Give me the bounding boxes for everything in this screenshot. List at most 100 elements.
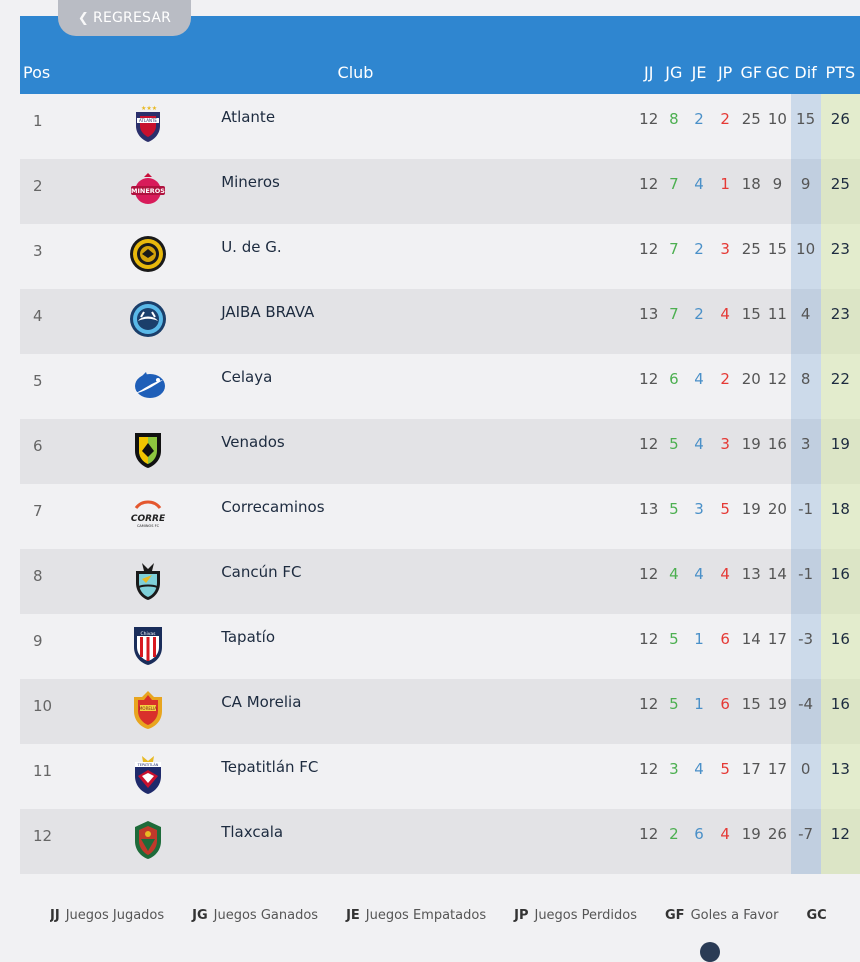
svg-text:CORRE: CORRE (131, 514, 166, 524)
stat-jj: 13 (639, 500, 659, 518)
club-name[interactable]: Venados (221, 433, 285, 451)
header-gf[interactable]: GF (740, 63, 763, 82)
stat-gf: 19 (741, 500, 761, 518)
stat-gc: 12 (767, 370, 787, 388)
club-name[interactable]: Celaya (221, 368, 273, 386)
stat-jp: 5 (720, 500, 730, 518)
legend-text: Juegos Jugados (65, 908, 165, 923)
legend-item: JG Juegos Ganados (192, 908, 318, 923)
stat-gf: 15 (741, 695, 761, 713)
stat-jp: 4 (720, 825, 730, 843)
legend-text: Juegos Ganados (213, 908, 319, 923)
table-row[interactable]: 3 U. de G. 12 7 2 3 25 15 10 23 (20, 224, 860, 289)
table-row[interactable]: 4 JAIBA BRAVA 13 7 2 4 15 11 4 23 (20, 289, 860, 354)
stat-pts: 16 (820, 679, 860, 744)
stat-gf: 25 (741, 240, 761, 258)
table-row[interactable]: 8 Cancún FC 12 4 4 4 13 14 -1 16 (20, 549, 860, 614)
row-position: 3 (33, 242, 43, 260)
table-row[interactable]: 6 Venados 12 5 4 3 19 16 3 19 (20, 419, 860, 484)
stat-jg: 5 (669, 695, 679, 713)
stat-pts: 18 (820, 484, 860, 549)
back-button[interactable]: ❮ REGRESAR (58, 0, 191, 36)
stat-je: 1 (694, 695, 704, 713)
stat-jg: 5 (669, 500, 679, 518)
header-jg[interactable]: JG (665, 63, 683, 82)
row-position: 8 (33, 567, 43, 585)
venados-crest-icon (130, 429, 166, 473)
row-position: 7 (33, 502, 43, 520)
stat-dif: 15 (790, 94, 821, 159)
stat-je: 4 (694, 565, 704, 583)
stat-je: 1 (694, 630, 704, 648)
stat-gc: 17 (767, 630, 787, 648)
stat-jp: 4 (720, 565, 730, 583)
stat-gc: 14 (767, 565, 787, 583)
stat-pts: 19 (820, 419, 860, 484)
legend-item: GC (806, 908, 832, 923)
club-name[interactable]: Tepatitlán FC (221, 758, 319, 776)
stat-pts: 26 (820, 94, 860, 159)
stat-jp: 2 (720, 370, 730, 388)
stat-dif: -1 (790, 549, 821, 614)
club-name[interactable]: Mineros (221, 173, 280, 191)
table-row[interactable]: 12 Tlaxcala 12 2 6 4 19 26 -7 12 (20, 809, 860, 874)
morelia-crest-icon: MORELIA (128, 689, 168, 735)
header-jp[interactable]: JP (717, 63, 733, 82)
table-row[interactable]: 10 MORELIA CA Morelia 12 5 1 6 15 19 -4 16 (20, 679, 860, 744)
club-name[interactable]: Tapatío (221, 628, 275, 646)
stat-jj: 12 (639, 760, 659, 778)
header-club[interactable]: Club (337, 63, 374, 82)
header-pts[interactable]: PTS (825, 63, 856, 82)
header-dif[interactable]: Dif (794, 63, 817, 82)
stat-dif: -1 (790, 484, 821, 549)
row-position: 12 (33, 827, 53, 845)
stat-pts: 16 (820, 549, 860, 614)
stat-jj: 12 (639, 110, 659, 128)
stat-gc: 9 (772, 175, 783, 193)
stat-jg: 7 (669, 305, 679, 323)
legend-item: JP Juegos Perdidos (514, 908, 637, 923)
club-name[interactable]: JAIBA BRAVA (221, 303, 315, 321)
legend-text: Goles a Favor (690, 908, 779, 923)
header-jj[interactable]: JJ (644, 63, 654, 82)
stat-gf: 25 (741, 110, 761, 128)
club-name[interactable]: CA Morelia (221, 693, 302, 711)
stat-je: 4 (694, 760, 704, 778)
stat-je: 2 (694, 110, 704, 128)
stat-jg: 3 (669, 760, 679, 778)
club-logo-cell (75, 224, 221, 289)
club-name[interactable]: Atlante (221, 108, 276, 126)
stat-pts: 13 (820, 744, 860, 809)
header-je[interactable]: JE (691, 63, 707, 82)
stat-jp: 1 (720, 175, 730, 193)
table-row[interactable]: 5 Celaya 12 6 4 2 20 12 8 22 (20, 354, 860, 419)
legend-item: JE Juegos Empatados (346, 908, 486, 923)
floating-button-icon[interactable] (700, 942, 720, 962)
table-row[interactable]: 11 TEPATITLÁN Tepatitlán FC 12 3 4 5 17 17 0 13 (20, 744, 860, 809)
stat-jj: 12 (639, 630, 659, 648)
row-position: 4 (33, 307, 43, 325)
table-row[interactable]: 1 ★★★ ATLANTE Atlante 12 8 2 2 25 10 15 26 (20, 94, 860, 159)
svg-text:Chivas: Chivas (141, 631, 157, 637)
stat-gf: 18 (741, 175, 761, 193)
club-name[interactable]: Cancún FC (221, 563, 302, 581)
header-gc[interactable]: GC (765, 63, 790, 82)
svg-text:MINEROS: MINEROS (131, 187, 165, 195)
club-name[interactable]: U. de G. (221, 238, 282, 256)
tapatio-crest-icon: Chivas (130, 624, 166, 670)
table-row[interactable]: 7 CORRE CAMINOS FC Correcaminos 13 5 3 5 19 20 -1 1… (20, 484, 860, 549)
stat-gc: 11 (767, 305, 787, 323)
club-logo-cell (75, 419, 221, 484)
table-row[interactable]: 9 Chivas Tapatío 12 5 1 6 14 17 -3 16 (20, 614, 860, 679)
table-row[interactable]: 2 MINEROS Mineros 12 7 4 1 18 9 9 25 (20, 159, 860, 224)
header-pos[interactable]: Pos (23, 63, 51, 82)
club-name[interactable]: Correcaminos (221, 498, 325, 516)
back-button-label: REGRESAR (93, 10, 172, 26)
stat-gf: 20 (741, 370, 761, 388)
row-position: 6 (33, 437, 43, 455)
stat-dif: 10 (790, 224, 821, 289)
club-name[interactable]: Tlaxcala (221, 823, 284, 841)
stat-jj: 12 (639, 240, 659, 258)
stat-gf: 17 (741, 760, 761, 778)
stat-jp: 5 (720, 760, 730, 778)
